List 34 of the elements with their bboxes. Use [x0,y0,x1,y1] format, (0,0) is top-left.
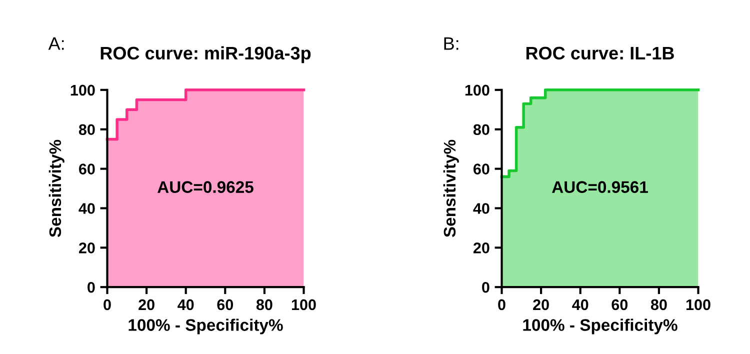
annotation: AUC=0.9625 [158,181,254,193]
annotation: AUC=0.9561 [552,181,648,193]
x-tick-label: 80 [256,299,272,310]
x-tick-label: 20 [533,299,549,310]
y-tick-label: 0 [482,282,490,293]
x-tick-label: 20 [138,299,154,310]
y-tick-label: 40 [78,203,95,214]
x-tick-label: 0 [104,299,111,310]
x-tick-label: 40 [572,299,588,310]
y-tick-label: 60 [79,164,95,174]
y-axis-title: Sensitivity% [48,140,64,238]
x-axis-title: 100% - Specificity% [128,318,283,334]
text: B: [444,37,458,50]
y-tick-label: 100 [70,84,95,96]
text: A: [48,37,64,50]
x-tick-label: 0 [498,299,506,310]
y-tick-label: 40 [473,203,490,214]
y-tick-label: 80 [473,124,490,136]
y-tick-label: 80 [78,124,95,136]
y-tick-label: 60 [474,164,490,174]
x-tick-label: 60 [217,299,234,310]
y-axis-title: Sensitivity% [443,140,459,238]
y-tick-label: 20 [473,242,490,254]
chart-title: ROC curve: miR-190a-3p [100,46,311,64]
y-tick-label: 100 [465,84,490,96]
x-axis-title: 100% - Specificity% [523,318,678,334]
y-tick-label: 20 [78,242,95,254]
y-tick-label: 0 [88,282,95,293]
x-tick-label: 60 [612,299,628,310]
x-tick-label: 100 [292,299,316,310]
x-tick-label: 80 [650,299,667,310]
chart-title: ROC curve: IL-1B [526,46,674,60]
x-tick-label: 40 [178,299,194,310]
x-tick-label: 100 [686,299,710,310]
